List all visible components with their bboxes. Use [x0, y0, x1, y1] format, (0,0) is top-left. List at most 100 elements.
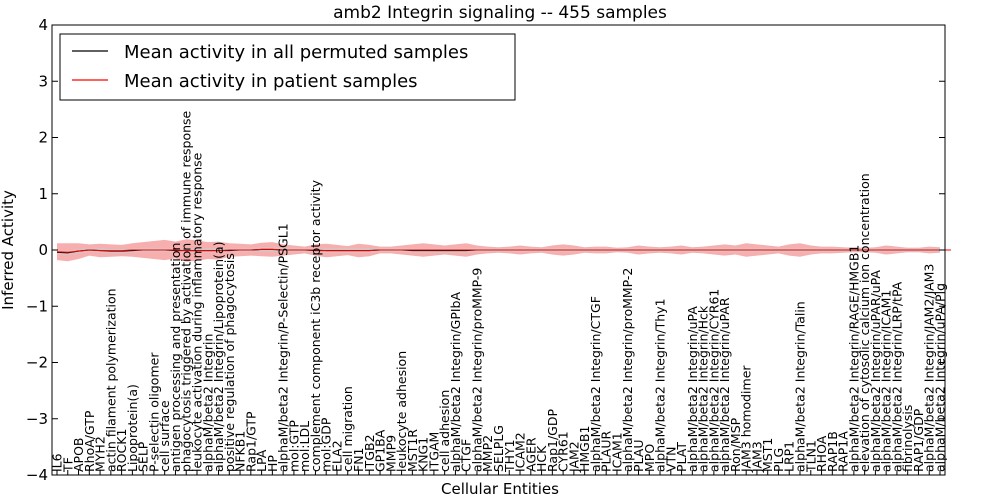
x-tick-label: IL6 [50, 453, 65, 472]
x-tick-label: HP [265, 455, 280, 472]
x-tick-label: cell adhesion [437, 390, 452, 472]
y-tick-label: −3 [26, 410, 48, 428]
x-tick-label: alphaM/beta2 Integrin/Lipoprotein(a) [211, 241, 226, 472]
x-tick-label: elevation of cytosolic calcium ion conce… [857, 173, 872, 472]
x-tick-label: TF [60, 457, 75, 473]
x-tick-label: Rap1/GDP [545, 409, 560, 472]
x-tick-label: positive regulation of phagocytosis [222, 253, 237, 472]
x-tick-label: ITGAM [426, 432, 441, 472]
x-tick-label: alphaM/beta2 Integrin/Hck [696, 305, 711, 472]
legend-box [59, 33, 516, 101]
x-tick-label: alphaM/beta2 Integrin/Thy1 [653, 298, 668, 472]
x-tick-label: Lipoprotein(a) [125, 384, 140, 472]
x-axis-label: Cellular Entities [441, 480, 559, 498]
y-axis: −4 −3 −2 −1 0 1 2 3 4 [26, 16, 945, 484]
x-tick-label: HMGB1 [577, 426, 592, 472]
x-tick-label: GP1BA [373, 429, 388, 472]
x-tick-label: MPO [642, 444, 657, 472]
x-tick-label: alphaM/beta2 Integrin [200, 334, 215, 472]
x-tick-label: mol:GDP [319, 417, 334, 472]
x-tick-label: MMP2 [480, 435, 495, 472]
x-tick-label: ELA2 [330, 440, 345, 472]
y-tick-label: 0 [38, 241, 48, 259]
x-tick-label: AGER [523, 437, 538, 472]
x-tick-label: ROCK1 [114, 429, 129, 472]
x-tick-label: Rap1/GTP [243, 411, 258, 472]
x-tick-label: Ron/MSP [728, 417, 743, 472]
x-tick-label: CYR61 [556, 431, 571, 472]
x-tick-label: alphaM/beta2 Integrin/uPA/Plg [933, 283, 948, 472]
x-tick-label: alphaM/beta2 Integrin/proMMP-2 [620, 268, 635, 472]
y-tick-label: 2 [38, 129, 48, 147]
x-tick-label: leukocyte activation during inflammatory… [190, 152, 205, 472]
x-tick-label: VTN [663, 446, 678, 472]
x-tick-label: RHOA [814, 435, 829, 472]
y-tick-label: −1 [26, 297, 48, 315]
y-tick-label: 4 [38, 16, 48, 34]
x-tick-label: JAM3 homodimer [739, 365, 754, 473]
x-tick-label: KNG1 [416, 437, 431, 472]
x-tick-label: alphaM/beta2 Integrin/RAGE/HMGB1 [846, 245, 861, 472]
legend-label-patient: Mean activity in patient samples [124, 71, 418, 92]
x-tick-label: APOB [71, 437, 86, 472]
plot-frame [51, 24, 946, 476]
x-tick-label: MMP9 [383, 435, 398, 472]
x-tick-label: CTGF [459, 439, 474, 472]
x-tick-label: LRP1 [782, 441, 797, 472]
x-tick-label: ICAM2 [513, 432, 528, 472]
x-tick-label: alphaM/beta2 Integrin/LRP/tPA [889, 281, 904, 472]
y-axis-label: Inferred Activity [0, 190, 17, 310]
x-tick-label: leukocyte adhesion [394, 351, 409, 472]
x-tick-label: RhoA/GTP [82, 410, 97, 472]
x-tick-label: PLAT [674, 442, 689, 472]
x-tick-label: mol:LDL [297, 421, 312, 472]
x-tick-label: alphaM/beta2 Integrin/uPAR [717, 297, 732, 472]
x-tick-label: TLN1 [803, 440, 818, 473]
x-tick-label: PLG [771, 448, 786, 472]
x-tick-label: cell surface [157, 400, 172, 472]
x-tick-label: PLAU [631, 440, 646, 473]
x-tick-label: alphaM/beta2 Integrin/uPA [685, 306, 700, 472]
legend-label-permuted: Mean activity in all permuted samples [124, 42, 468, 63]
x-tick-label: antigen processing and presentation [168, 243, 183, 472]
x-tick-label: alphaM/beta2 Integrin/P-Selectin/PSGL1 [276, 223, 291, 472]
x-tick-label: FN1 [351, 448, 366, 473]
x-tick-label: alphaM/beta2 Integrin/GPIbA [448, 292, 463, 472]
x-tick-label: JAM2 [566, 441, 581, 473]
x-tick-label: NFKB1 [233, 431, 248, 472]
x-tick-label: SELPLG [491, 425, 506, 472]
x-tick-label: cell migration [340, 386, 355, 472]
x-tick-label: ICAM1 [610, 432, 625, 472]
x-tick-label: phagocytosis triggered by activation of … [179, 110, 194, 472]
series-line-patient [56, 248, 951, 253]
y-tick-label: −2 [26, 354, 48, 372]
x-tick-label: ITGB2 [362, 434, 377, 472]
x-tick-label: MYH2 [93, 436, 108, 472]
y-tick-label: 1 [38, 185, 48, 203]
x-tick-label: PLAUR [599, 431, 614, 472]
x-tick-label: RAP1B [825, 431, 840, 472]
x-tick-label: actin filament polymerization [103, 288, 118, 472]
x-tick-label: alphaM/beta2 Integrin/proMMP-9 [470, 268, 485, 472]
x-tick-label: RAP1/GDP [911, 408, 926, 472]
x-tick-label: P-selectin oligomer [146, 352, 161, 472]
x-tick-label: MST1 [760, 438, 775, 472]
x-tick-label: alphaM/beta2 Integrin/CYR61 [706, 289, 721, 472]
x-tick-label: LPA [254, 449, 269, 472]
x-tick-label: alphaM/beta2 Integrin/uPAR/uPA [868, 270, 883, 472]
y-tick-label: 3 [38, 72, 48, 90]
x-tick-label: JAM3 [749, 441, 764, 473]
x-tick-label: HCK [534, 445, 549, 472]
x-tick-label: alphaM/beta2 Integrin/Talin [793, 301, 808, 472]
plot-area [56, 239, 951, 262]
y-tick-label: −4 [26, 466, 48, 484]
x-tick-label: THY1 [502, 439, 517, 473]
x-tick-label: alphaM/beta2 Integrin/CTGF [588, 296, 603, 472]
legend: Mean activity in all permuted samples Me… [59, 33, 516, 101]
x-tick-label: RAP1A [836, 431, 851, 472]
chart-title: amb2 Integrin signaling -- 455 samples [333, 3, 667, 23]
x-tick-label: MST1R [405, 429, 420, 472]
